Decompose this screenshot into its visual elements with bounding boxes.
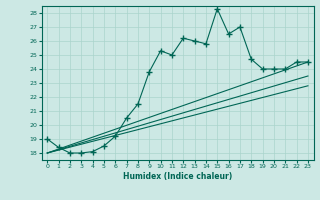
X-axis label: Humidex (Indice chaleur): Humidex (Indice chaleur) (123, 172, 232, 181)
